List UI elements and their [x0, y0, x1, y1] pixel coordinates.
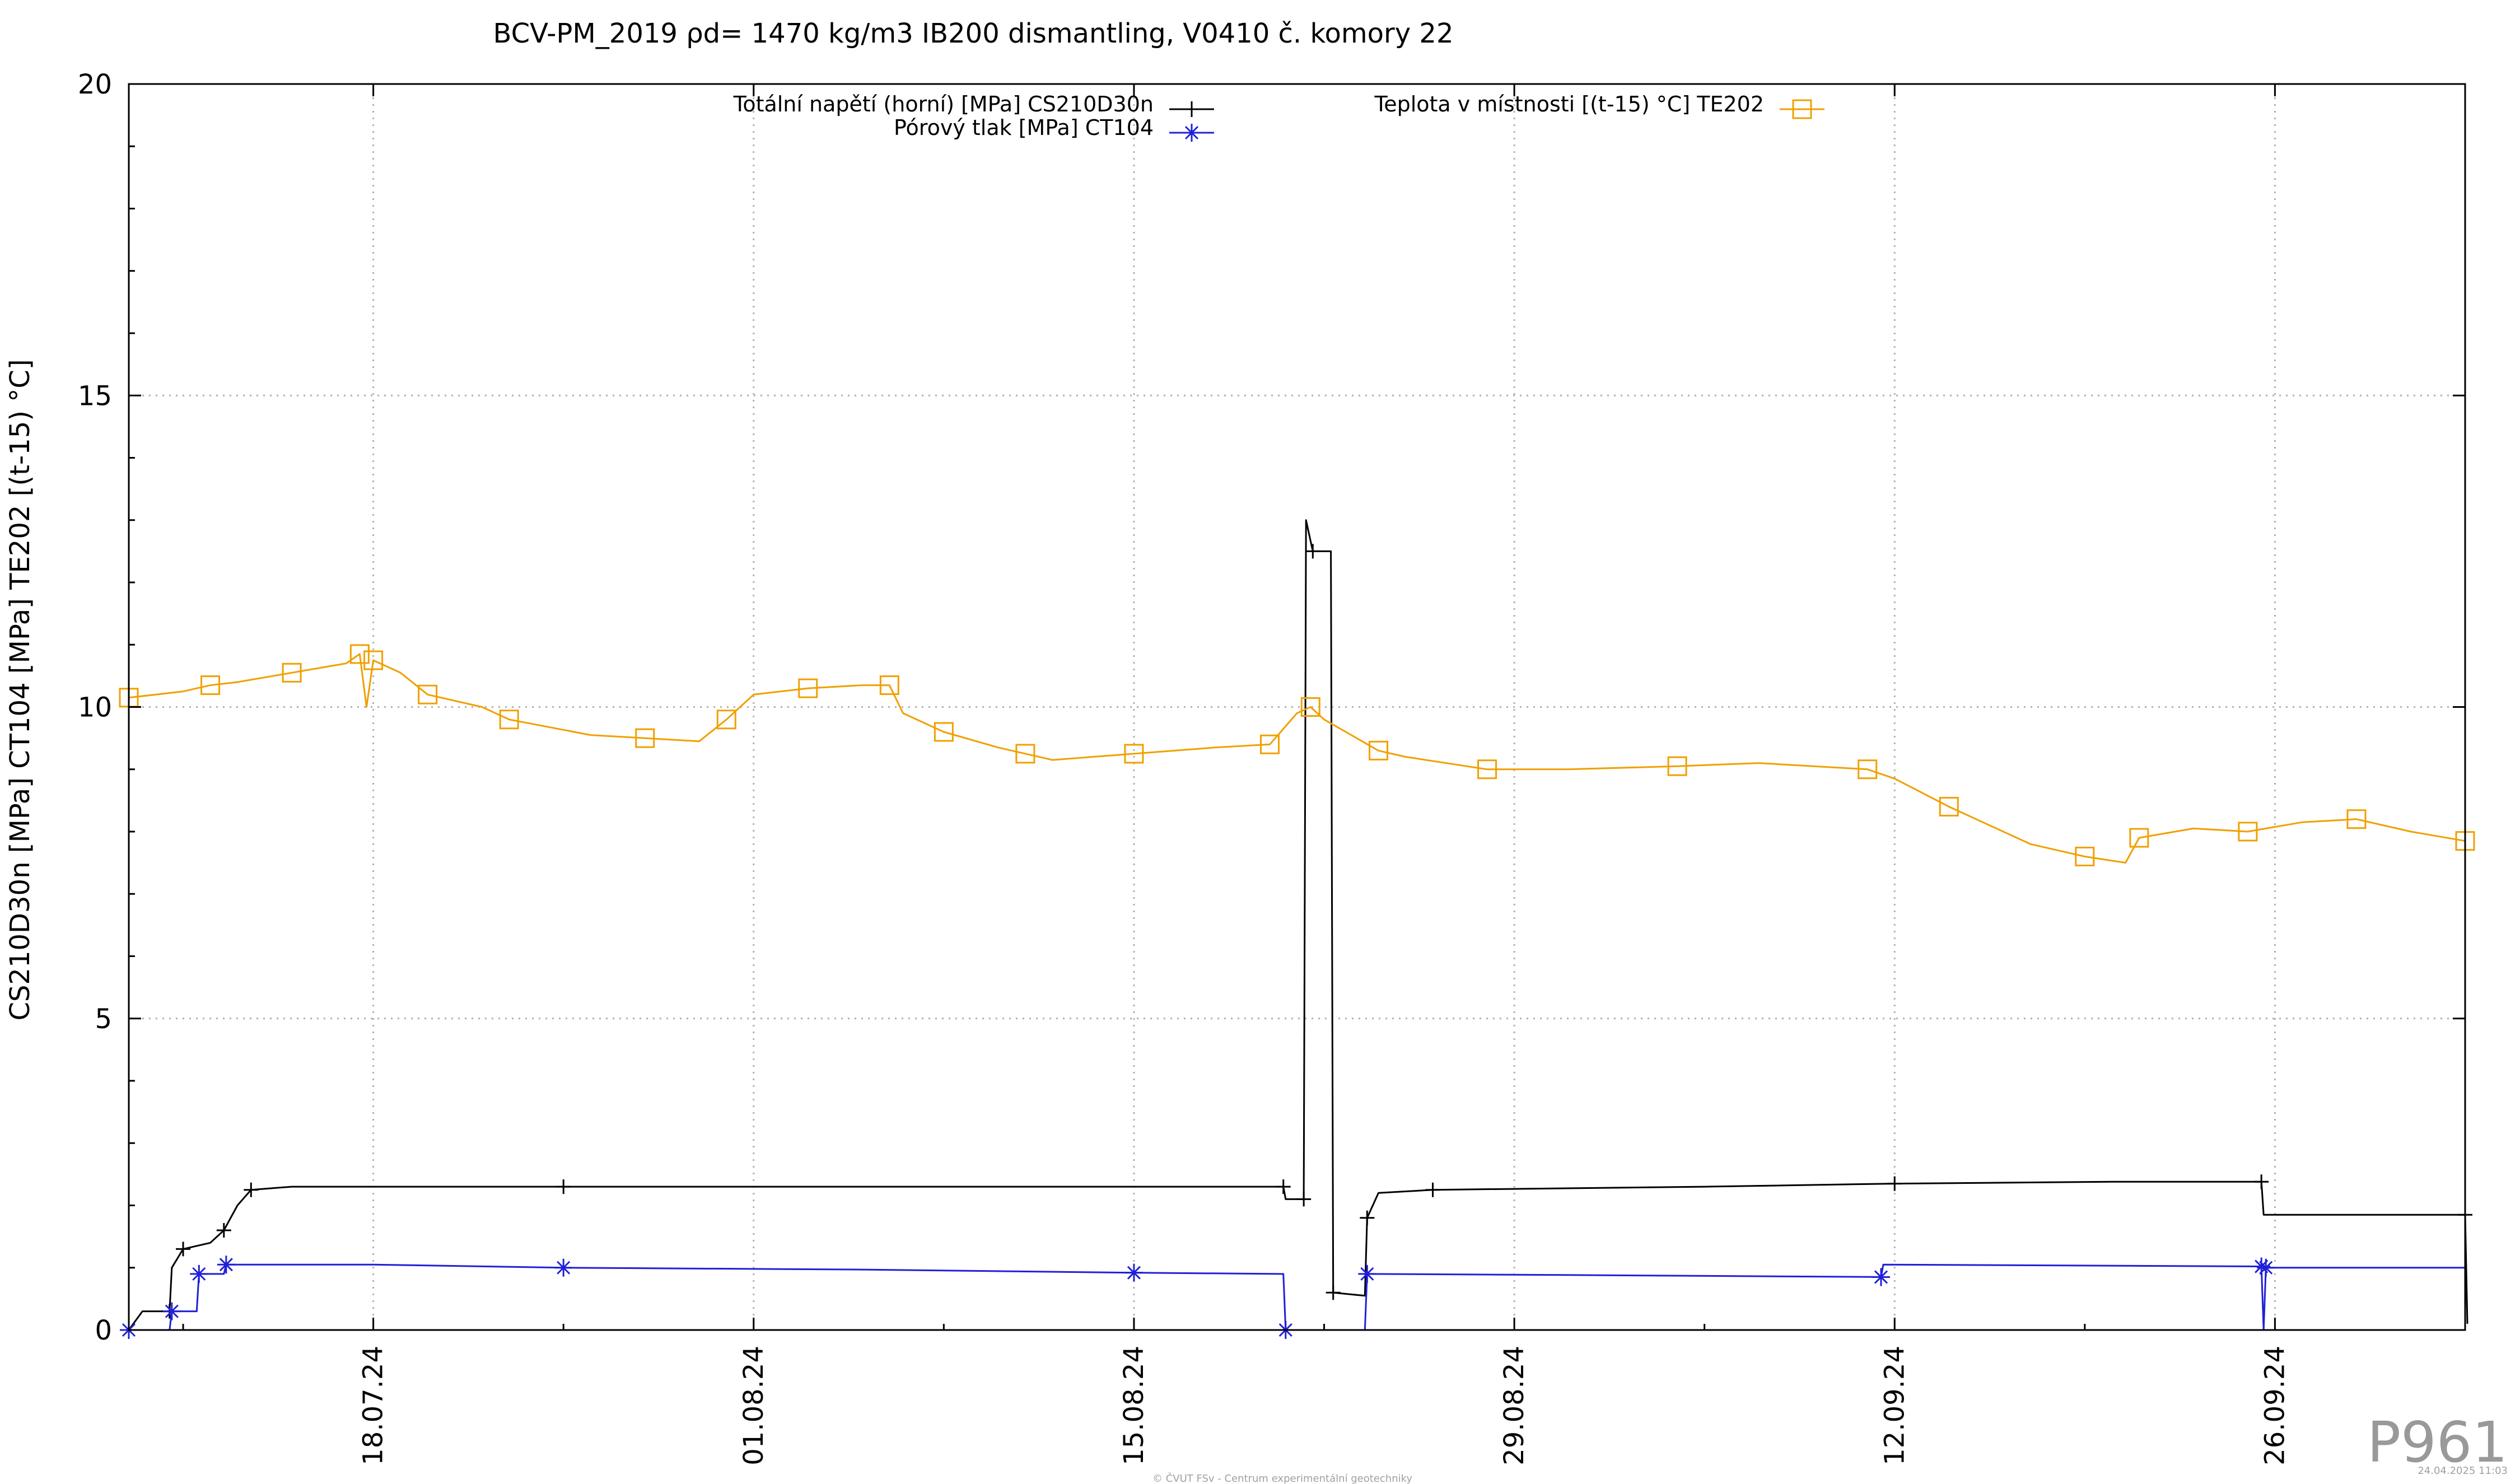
x-tick-label: 26.09.24	[2259, 1346, 2290, 1466]
data-point-marker	[716, 710, 736, 730]
y-axis-label: CS210D30n [MPa] CT104 [MPa] TE202 [(t-15…	[4, 359, 36, 1020]
x-tick-labels: 18.07.24 01.08.24 15.08.24 29.08.24 12.09.24…	[358, 1346, 2291, 1466]
data-point-marker	[418, 684, 438, 704]
chart-title: BCV-PM_2019 ρd= 1470 kg/m3 IB200 dismant…	[493, 18, 1453, 49]
series-line-0	[128, 519, 2468, 1331]
legend-label-total-stress: Totální napětí (horní) [MPa] CS210D30n	[733, 92, 1154, 116]
data-point-marker	[2129, 828, 2149, 848]
data-point-marker	[1124, 744, 1144, 764]
x-tick-label: 15.08.24	[1118, 1346, 1150, 1466]
plot-code: P961	[2367, 1410, 2508, 1475]
data-point-marker	[363, 650, 384, 670]
data-point-marker	[217, 1256, 235, 1274]
data-point-marker	[879, 675, 899, 696]
legend-entry-room-temperature: Teplota v místnosti [(t-15) °C] TE202	[1374, 92, 1824, 119]
data-point-marker	[190, 1264, 208, 1283]
data-point-marker	[200, 675, 221, 696]
x-tick-label: 29.08.24	[1499, 1346, 1530, 1466]
data-point-marker	[349, 644, 370, 664]
data-point-marker	[1369, 740, 1389, 760]
x-tick-label: 01.08.24	[738, 1346, 769, 1466]
data-point-marker	[176, 1242, 191, 1257]
data-point-marker	[1276, 1179, 1291, 1194]
data-point-marker	[282, 662, 302, 683]
data-point-marker	[1887, 1176, 1902, 1191]
data-point-marker	[499, 710, 519, 730]
data-point-marker	[1300, 697, 1320, 717]
data-point-marker	[934, 722, 954, 742]
data-point-marker	[554, 1258, 573, 1277]
x-tick-label: 18.07.24	[358, 1346, 389, 1466]
data-point-marker	[1124, 1263, 1143, 1282]
data-point-marker	[1872, 1268, 1890, 1286]
y-tick-label: 15	[78, 380, 112, 412]
legend-entry-pore-pressure: Pórový tlak [MPa] CT104	[894, 115, 1214, 142]
data-point-marker	[2254, 1174, 2269, 1189]
series-line-1	[129, 1263, 2465, 1331]
generated-timestamp: 24.04.2025 11:03	[2418, 1465, 2508, 1477]
data-point-marker	[162, 1302, 181, 1320]
data-point-marker	[1259, 734, 1280, 754]
data-point-marker	[1326, 1285, 1341, 1300]
data-point-marker	[1477, 759, 1497, 780]
data-point-marker	[1015, 744, 1035, 764]
data-point-marker	[1858, 759, 1878, 780]
data-point-marker	[2257, 1258, 2275, 1277]
data-point-marker	[1305, 544, 1320, 559]
legend-label-room-temperature: Teplota v místnosti [(t-15) °C] TE202	[1374, 92, 1764, 116]
y-tick-labels: 0 5 10 15 20	[78, 69, 112, 1346]
data-point-marker	[1425, 1182, 1440, 1197]
legend-marker-total-stress	[1184, 101, 1200, 117]
data-point-marker	[2252, 1257, 2271, 1276]
data-point-marker	[216, 1223, 231, 1238]
data-point-marker	[2238, 822, 2258, 842]
data-point-marker	[635, 728, 655, 748]
data-point-marker	[1939, 797, 1959, 816]
y-tick-label: 20	[78, 69, 112, 100]
data-point-marker	[2346, 809, 2367, 829]
legend-label-pore-pressure: Pórový tlak [MPa] CT104	[894, 115, 1154, 140]
data-point-marker	[1667, 756, 1687, 776]
legend-entry-total-stress: Totální napětí (horní) [MPa] CS210D30n	[733, 92, 1214, 117]
series-markers	[119, 544, 2475, 1339]
legend-marker-room-temperature	[1792, 99, 1812, 119]
y-tick-label: 0	[95, 1315, 112, 1346]
y-tick-label: 5	[95, 1004, 112, 1035]
data-point-marker	[244, 1182, 259, 1197]
data-point-marker	[2075, 847, 2095, 866]
data-point-marker	[798, 678, 818, 698]
data-point-marker	[556, 1179, 571, 1194]
legend: Totální napětí (horní) [MPa] CS210D30n P…	[733, 92, 1824, 142]
legend-marker-pore-pressure	[1183, 124, 1201, 142]
x-tick-label: 12.09.24	[1879, 1346, 1910, 1466]
axis-ticks	[129, 83, 2466, 1331]
data-point-marker	[1296, 1192, 1312, 1207]
copyright-note: © ČVUT FSv - Centrum experimentální geot…	[1152, 1472, 1412, 1484]
y-tick-label: 10	[78, 692, 112, 724]
data-point-marker	[1360, 1210, 1375, 1225]
data-point-marker	[1358, 1264, 1376, 1283]
